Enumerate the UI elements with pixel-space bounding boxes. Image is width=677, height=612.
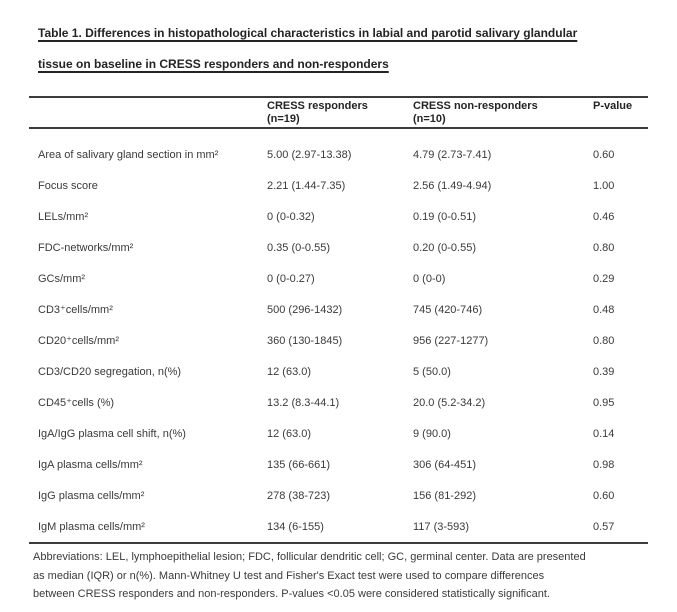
responders-value: 5.00 (2.97-13.38) xyxy=(267,148,352,161)
header-cress-responders-label: CRESS responders xyxy=(267,100,368,112)
responders-value: 500 (296-1432) xyxy=(267,303,343,316)
responders-value: 134 (6-155) xyxy=(267,520,324,533)
header-p-value: P-value xyxy=(593,100,633,112)
responders-value: 0 (0-0.32) xyxy=(267,210,315,223)
row-label: Focus score xyxy=(38,179,98,192)
header-empty-cell xyxy=(29,100,267,126)
table-title-line-2: tissue on baseline in CRESS responders a… xyxy=(38,57,389,71)
p-value: 0.95 xyxy=(593,396,615,409)
non-responders-value: 0.19 (0-0.51) xyxy=(413,210,476,223)
table-row: IgA plasma cells/mm² 135 (66-661) 306 (6… xyxy=(29,449,648,480)
non-responders-value: 306 (64-451) xyxy=(413,458,476,471)
footnote-line-2: as median (IQR) or n(%). Mann-Whitney U … xyxy=(33,569,545,582)
row-label: GCs/mm² xyxy=(38,272,86,285)
responders-value: 360 (130-1845) xyxy=(267,334,343,347)
table-row: CD20⁺cells/mm² 360 (130-1845) 956 (227-1… xyxy=(29,325,648,356)
header-cress-responders: CRESS responders (n=19) xyxy=(267,100,413,126)
p-value: 0.46 xyxy=(593,210,615,223)
p-value: 0.80 xyxy=(593,334,615,347)
responders-value: 278 (38-723) xyxy=(267,489,330,502)
non-responders-value: 20.0 (5.2-34.2) xyxy=(413,396,486,409)
p-value: 0.29 xyxy=(593,272,615,285)
row-label: LELs/mm² xyxy=(38,210,89,223)
p-value: 1.00 xyxy=(593,179,615,192)
non-responders-value: 0 (0-0) xyxy=(413,272,446,285)
p-value: 0.98 xyxy=(593,458,615,471)
p-value: 0.60 xyxy=(593,489,615,502)
table-title-line-1: Table 1. Differences in histopathologica… xyxy=(38,26,578,40)
p-value: 0.60 xyxy=(593,148,615,161)
non-responders-value: 9 (90.0) xyxy=(413,427,451,440)
p-value: 0.57 xyxy=(593,520,615,533)
row-label: IgM plasma cells/mm² xyxy=(38,520,145,533)
table-footnote: Abbreviations: LEL, lymphoepithelial les… xyxy=(33,548,639,604)
table-row: LELs/mm² 0 (0-0.32) 0.19 (0-0.51) 0.46 xyxy=(29,201,648,232)
non-responders-value: 4.79 (2.73-7.41) xyxy=(413,148,492,161)
p-value: 0.80 xyxy=(593,241,615,254)
table-row: GCs/mm² 0 (0-0.27) 0 (0-0) 0.29 xyxy=(29,263,648,294)
table-header-row: CRESS responders (n=19) CRESS non-respon… xyxy=(29,96,648,129)
row-label: CD3⁺cells/mm² xyxy=(38,304,113,316)
responders-value: 12 (63.0) xyxy=(267,427,312,440)
header-cress-non-responders: CRESS non-responders (n=10) xyxy=(413,100,593,126)
table-row: FDC-networks/mm² 0.35 (0-0.55) 0.20 (0-0… xyxy=(29,232,648,263)
non-responders-value: 956 (227-1277) xyxy=(413,334,489,347)
row-label: FDC-networks/mm² xyxy=(38,241,134,254)
responders-value: 135 (66-661) xyxy=(267,458,330,471)
row-label: IgG plasma cells/mm² xyxy=(38,489,145,502)
responders-value: 0 (0-0.27) xyxy=(267,272,315,285)
responders-value: 0.35 (0-0.55) xyxy=(267,241,330,254)
table-title: Table 1. Differences in histopathologica… xyxy=(38,26,638,88)
table-row: CD3⁺cells/mm² 500 (296-1432) 745 (420-74… xyxy=(29,294,648,325)
non-responders-value: 117 (3-593) xyxy=(413,520,470,533)
table-row: IgM plasma cells/mm² 134 (6-155) 117 (3-… xyxy=(29,511,648,542)
table-row: IgA/IgG plasma cell shift, n(%) 12 (63.0… xyxy=(29,418,648,449)
table-row: Focus score 2.21 (1.44-7.35) 2.56 (1.49-… xyxy=(29,170,648,201)
row-label: CD45⁺cells (%) xyxy=(38,397,115,409)
p-value: 0.14 xyxy=(593,427,615,440)
header-cress-responders-n: (n=19) xyxy=(267,113,300,125)
responders-value: 13.2 (8.3-44.1) xyxy=(267,396,340,409)
non-responders-value: 2.56 (1.49-4.94) xyxy=(413,179,492,192)
table-body: Area of salivary gland section in mm² 5.… xyxy=(29,129,648,544)
data-table: CRESS responders (n=19) CRESS non-respon… xyxy=(29,96,648,544)
row-label: CD20⁺cells/mm² xyxy=(38,335,119,347)
table-row: CD3/CD20 segregation, n(%) 12 (63.0) 5 (… xyxy=(29,356,648,387)
responders-value: 12 (63.0) xyxy=(267,365,312,378)
row-label: Area of salivary gland section in mm² xyxy=(38,148,219,161)
p-value: 0.48 xyxy=(593,303,615,316)
non-responders-value: 156 (81-292) xyxy=(413,489,476,502)
footnote-line-1: Abbreviations: LEL, lymphoepithelial les… xyxy=(33,551,586,563)
p-value: 0.39 xyxy=(593,365,615,378)
table-row: IgG plasma cells/mm² 278 (38-723) 156 (8… xyxy=(29,480,648,511)
header-cress-non-responders-n: (n=10) xyxy=(413,113,446,125)
row-label: IgA plasma cells/mm² xyxy=(38,458,143,471)
row-label: CD3/CD20 segregation, n(%) xyxy=(38,365,182,378)
header-cress-non-responders-label: CRESS non-responders xyxy=(413,100,538,112)
responders-value: 2.21 (1.44-7.35) xyxy=(267,179,346,192)
row-label: IgA/IgG plasma cell shift, n(%) xyxy=(38,427,186,440)
non-responders-value: 745 (420-746) xyxy=(413,303,483,316)
table-row: CD45⁺cells (%) 13.2 (8.3-44.1) 20.0 (5.2… xyxy=(29,387,648,418)
table-row: Area of salivary gland section in mm² 5.… xyxy=(29,139,648,170)
non-responders-value: 0.20 (0-0.55) xyxy=(413,241,476,254)
non-responders-value: 5 (50.0) xyxy=(413,365,451,378)
footnote-line-3: between CRESS responders and non-respond… xyxy=(33,588,550,600)
